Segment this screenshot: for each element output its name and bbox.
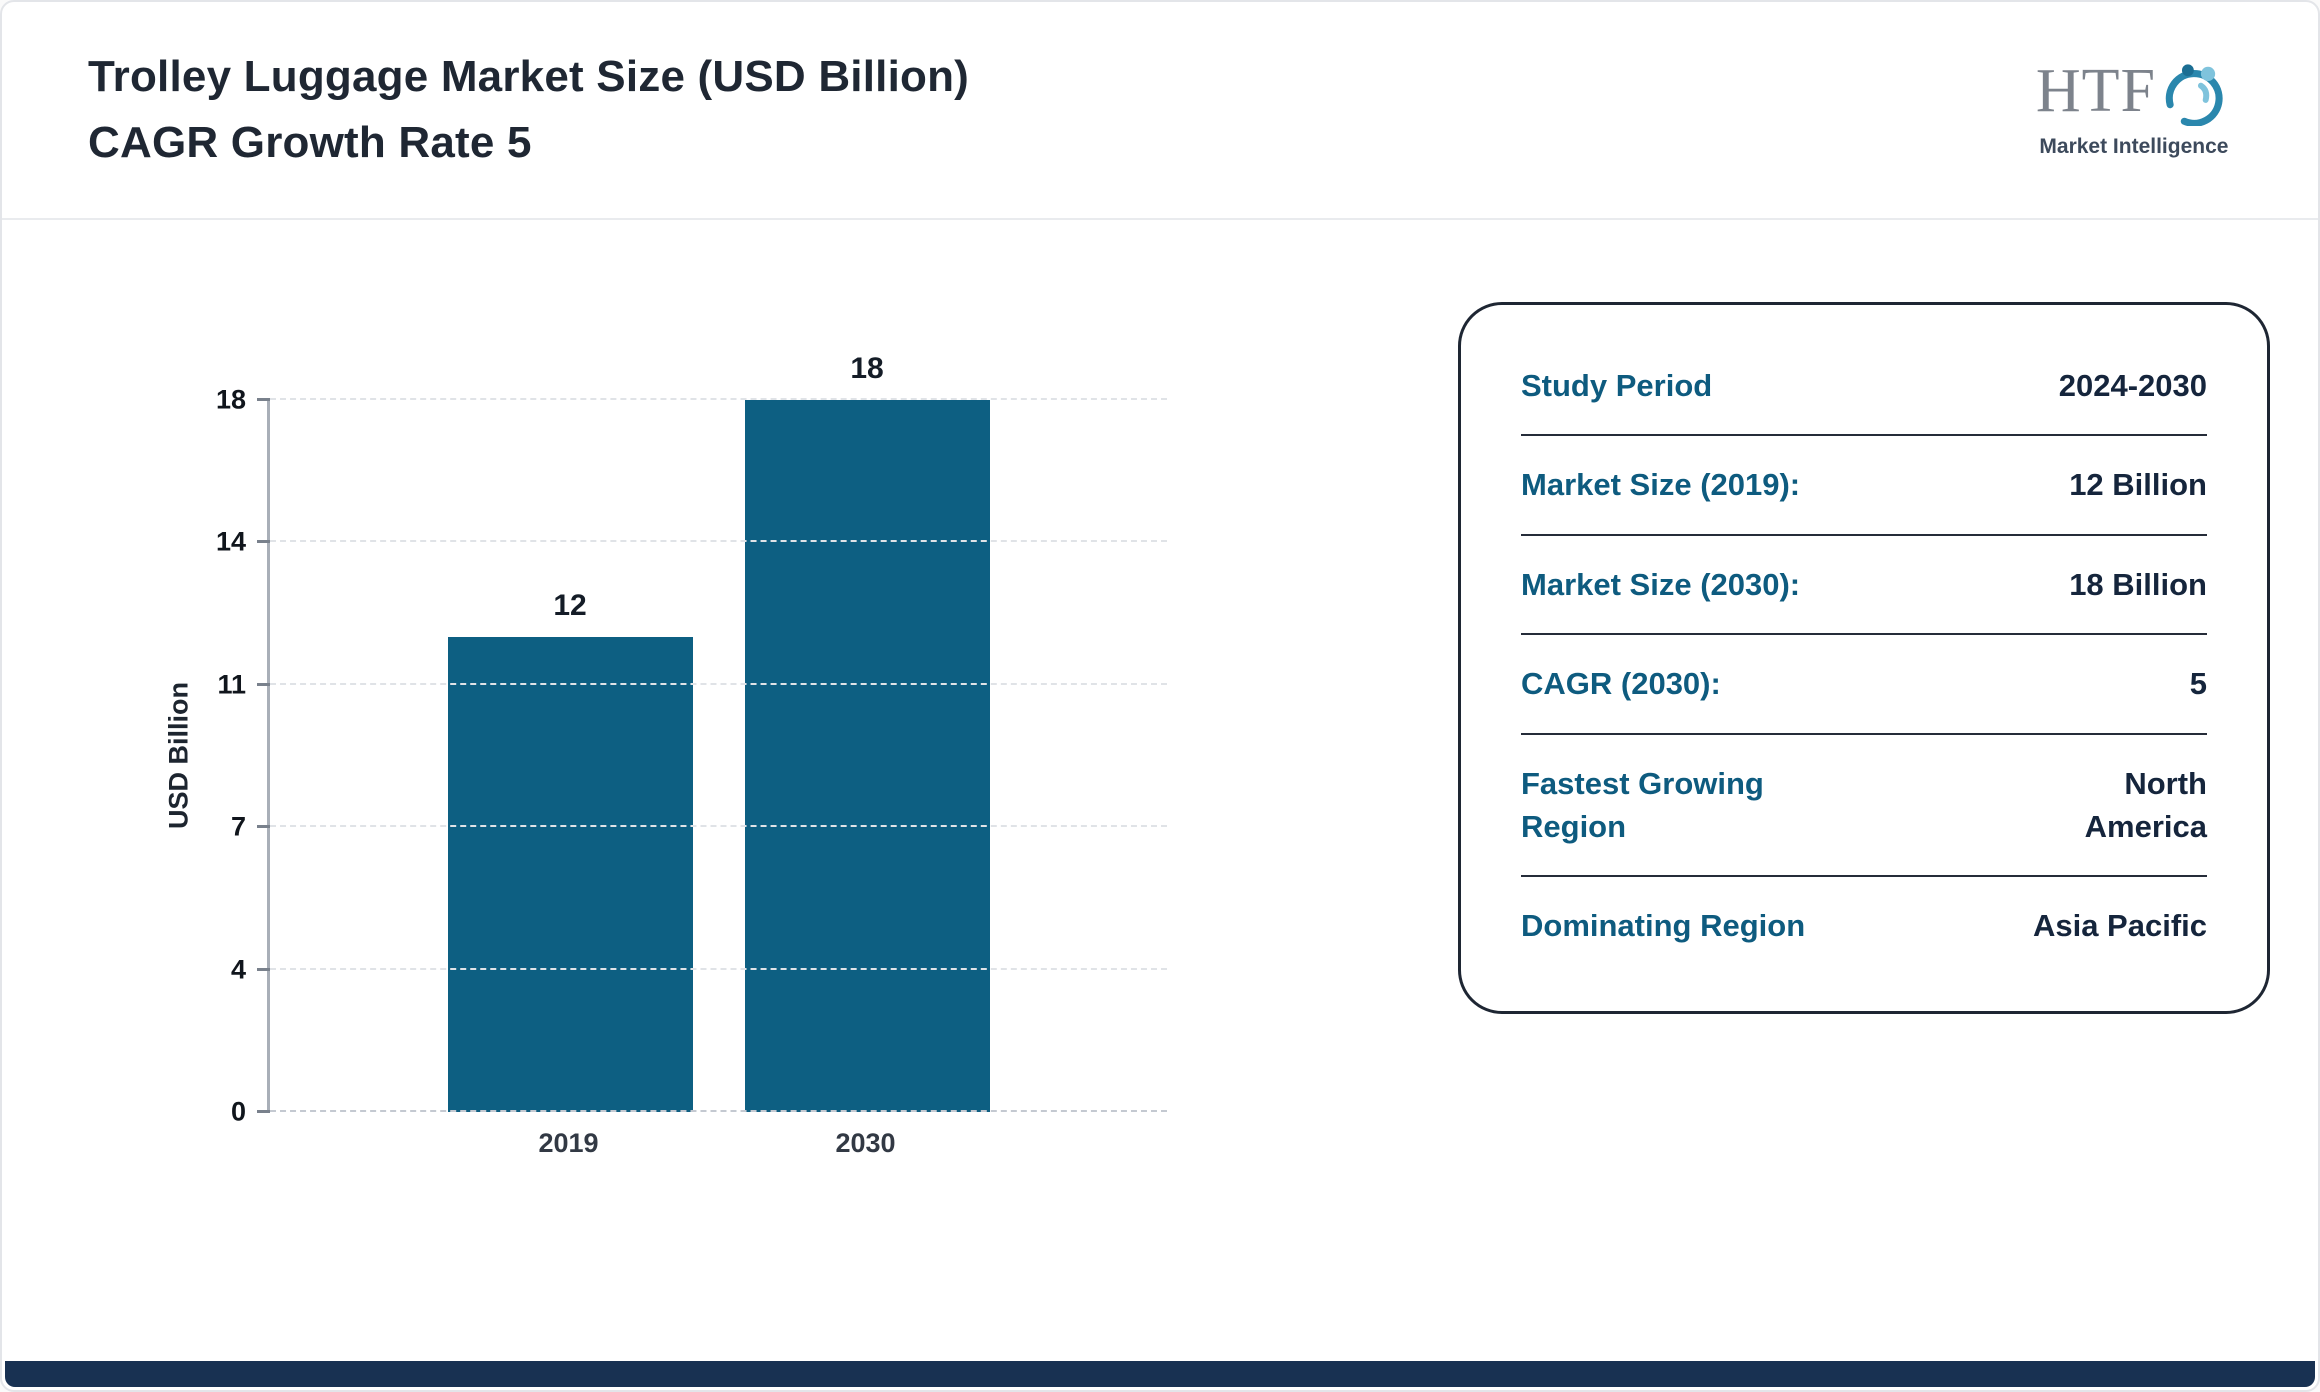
card-row: CAGR (2030): 5 [1521,635,2207,735]
bar [447,637,693,1112]
y-axis-label: USD Billion [163,682,194,830]
htf-logo-text: HTF [2035,56,2156,125]
footer-bar [5,1361,2315,1387]
card-row-label: Market Size (2019): [1521,467,1801,503]
x-tick-label: 2019 [538,1128,599,1158]
x-tick-label: 2030 [835,1128,896,1158]
card-row-value: 2024-2030 [2058,368,2207,403]
card-row: Study Period 2024-2030 [1521,337,2207,437]
y-tick-label: 0 [230,1096,246,1127]
bar [744,400,990,1112]
y-tick-label: 14 [215,526,246,557]
card-row-label: CAGR (2030): [1521,666,1721,702]
card-row-label: Fastest Growing Region [1521,765,1764,844]
card-row: Market Size (2030): 18 Billion [1521,536,2207,636]
y-tick-label: 7 [230,811,246,842]
x-labels: 2019 2030 [267,1128,1167,1159]
gridline: 18 [216,385,1167,415]
bar-value-label: 18 [850,352,884,385]
header: Trolley Luggage Market Size (USD Billion… [2,2,2318,220]
info-card: Study Period 2024-2030 Market Size (2019):… [1458,302,2270,1014]
bar-value-label: 12 [553,589,587,623]
card-row-label: Dominating Region [1521,908,1806,944]
card-row: Dominating Region Asia Pacific [1521,877,2207,974]
y-tick-label: 18 [215,384,246,415]
page-title-line2: CAGR Growth Rate 5 [88,118,532,167]
bars: 12 18 [270,352,1167,1112]
bar-column: 18 [744,352,990,1112]
page-title-line1: Trolley Luggage Market Size (USD Billion… [88,52,970,101]
page-title: Trolley Luggage Market Size (USD Billion… [88,44,969,176]
card-row-value: 18 Billion [2069,566,2207,602]
gridline: 0 [231,1097,1167,1127]
info-card-rows: Study Period 2024-2030 Market Size (2019):… [1521,337,2207,975]
htf-logo-caption: Market Intelligence [2039,134,2229,158]
card-row: Market Size (2019): 12 Billion [1521,436,2207,536]
htf-logo: HTF Market Intelligence [2035,56,2232,159]
plot-area: 12 18 0 4 7 11 14 18 [216,352,1167,1127]
gridline: 7 [231,812,1167,842]
y-tick-label: 11 [217,669,246,700]
swoosh-people-icon [2158,62,2232,131]
card-row-label: Study Period [1521,368,1713,403]
card-row-value: 5 [2189,666,2207,702]
y-tick-label: 4 [230,954,246,985]
gridline: 4 [231,954,1167,984]
gridline: 11 [217,669,1167,699]
card-row-value: 12 Billion [2069,467,2207,503]
gridline: 14 [216,527,1167,557]
card-row-value: North America [2084,765,2207,844]
card-row: Fastest Growing Region North America [1521,735,2207,878]
card-row-value: Asia Pacific [2032,908,2207,944]
card-row-label: Market Size (2030): [1521,566,1801,602]
bar-column: 12 [447,400,693,1112]
htf-logo-top: HTF [2035,56,2232,131]
bar-chart: USD Billion 12 18 0 4 7 11 14 18 2019 2030 [157,352,1177,1159]
